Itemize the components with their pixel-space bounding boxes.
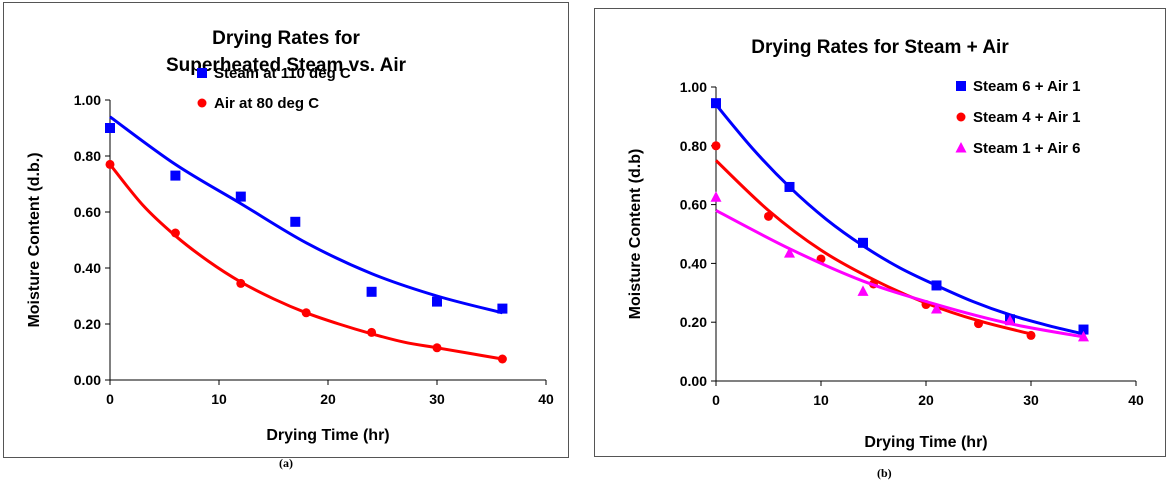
y-tick-label: 0.80 xyxy=(680,138,707,154)
y-axis-label: Moisture Content (d.b) xyxy=(627,149,644,320)
fit-curve-steam-at-110-deg-c xyxy=(109,115,503,315)
data-point-steam-at-110-deg-c xyxy=(170,170,181,181)
data-point-steam-1-air-6 xyxy=(857,285,869,296)
chart-title-line-1: Drying Rates for Steam + Air xyxy=(751,37,1009,58)
x-tick-label: 30 xyxy=(1023,392,1039,408)
x-tick-label: 40 xyxy=(1128,392,1144,408)
x-tick-label: 10 xyxy=(813,392,829,408)
y-tick-label: 1.00 xyxy=(74,92,101,108)
x-tick-label: 10 xyxy=(211,391,227,407)
fit-curve-steam-4-air-1 xyxy=(714,159,1032,336)
chart-panel-a: Drying Rates for Superheated Steam vs. A… xyxy=(3,2,569,458)
y-tick-label: 0.40 xyxy=(74,260,101,276)
legend-entry: Steam 4 + Air 1 xyxy=(973,109,1080,126)
data-point-steam-at-110-deg-c xyxy=(497,303,508,314)
y-tick-label: 0.20 xyxy=(74,316,101,332)
data-point-steam-1-air-6 xyxy=(1004,314,1016,326)
legend-marker xyxy=(956,81,966,91)
x-tick-label: 0 xyxy=(712,392,720,408)
y-tick-label: 0.80 xyxy=(74,148,101,164)
data-point-steam-6-air-1 xyxy=(711,98,721,109)
legend-marker xyxy=(197,98,207,108)
y-tick-label: 0.60 xyxy=(680,197,707,213)
legend-marker xyxy=(197,68,207,78)
data-point-steam-6-air-1 xyxy=(858,237,868,248)
y-tick-label: 0.40 xyxy=(680,255,707,271)
data-point-steam-6-air-1 xyxy=(784,181,795,192)
series-steam-4-air-1 xyxy=(711,141,1036,340)
chart-panel-b: Drying Rates for Steam + Air 0 10 20 30 40 0.… xyxy=(594,8,1166,457)
series-air-at-80-deg-c xyxy=(105,159,507,364)
data-point-steam-4-air-1 xyxy=(1026,330,1036,340)
fit-curve-air-at-80-deg-c xyxy=(108,163,503,361)
x-tick-label: 40 xyxy=(538,391,554,407)
chart-plot-b: 0 10 20 30 40 0.00 0.20 0.40 0.60 0.80 1.00 Drying … xyxy=(627,78,1144,451)
data-point-steam-1-air-6 xyxy=(931,302,942,314)
data-point-steam-1-air-6 xyxy=(1078,330,1089,342)
series-steam-at-110-deg-c xyxy=(105,115,508,315)
figure-caption-a: (a) xyxy=(279,456,293,470)
fit-curve-steam-1-air-6 xyxy=(715,209,1084,339)
data-point-steam-at-110-deg-c xyxy=(105,123,115,133)
data-point-air-at-80-deg-c xyxy=(170,228,180,238)
data-point-air-at-80-deg-c xyxy=(497,354,507,364)
y-tick-label: 0.00 xyxy=(74,372,101,388)
data-point-air-at-80-deg-c xyxy=(432,343,442,353)
data-point-steam-4-air-1 xyxy=(764,211,773,221)
y-tick-label: 0.60 xyxy=(74,204,101,220)
data-point-steam-at-110-deg-c xyxy=(290,216,301,227)
data-point-air-at-80-deg-c xyxy=(236,278,246,288)
data-point-steam-at-110-deg-c xyxy=(235,191,246,202)
x-tick-label: 20 xyxy=(320,391,336,407)
x-axis-label: Drying Time (hr) xyxy=(266,427,389,444)
chart-title: Drying Rates for Steam + Air xyxy=(595,34,1165,61)
legend-entry: Steam 6 + Air 1 xyxy=(973,78,1080,95)
legend-marker xyxy=(955,142,967,153)
data-point-steam-1-air-6 xyxy=(710,191,722,202)
x-axis-label: Drying Time (hr) xyxy=(864,434,987,451)
legend-marker xyxy=(956,112,966,122)
x-tick-label: 20 xyxy=(918,392,934,408)
data-point-steam-6-air-1 xyxy=(1078,324,1089,335)
legend-entry: Steam 1 + Air 6 xyxy=(973,140,1080,157)
chart-title: Drying Rates for Superheated Steam vs. A… xyxy=(4,25,568,79)
x-tick-label: 0 xyxy=(106,391,114,407)
data-point-air-at-80-deg-c xyxy=(301,308,311,318)
x-tick-label: 30 xyxy=(429,391,445,407)
data-point-steam-1-air-6 xyxy=(784,247,795,258)
series-steam-1-air-6 xyxy=(710,191,1089,342)
legend-entry: Steam at 110 deg C xyxy=(214,65,351,82)
data-point-steam-at-110-deg-c xyxy=(366,286,377,297)
data-point-steam-at-110-deg-c xyxy=(432,296,442,307)
figure-caption-b: (b) xyxy=(877,466,892,480)
data-point-air-at-80-deg-c xyxy=(105,159,115,169)
data-point-steam-4-air-1 xyxy=(711,141,721,151)
chart-title-line-1: Drying Rates for xyxy=(212,28,360,49)
legend-entry: Air at 80 deg C xyxy=(214,95,319,112)
y-tick-label: 1.00 xyxy=(680,79,707,95)
y-axis-label: Moisture Content (d.b.) xyxy=(26,152,43,327)
y-tick-label: 0.00 xyxy=(680,373,707,389)
chart-plot-a: 0 10 20 30 40 0.00 0.20 0.40 0.60 0.80 1.00 Drying … xyxy=(26,65,554,444)
data-point-air-at-80-deg-c xyxy=(367,327,377,337)
chart-title-line-2: Superheated Steam vs. Air xyxy=(165,55,407,76)
y-tick-label: 0.20 xyxy=(680,314,707,330)
data-point-steam-6-air-1 xyxy=(931,280,942,291)
data-point-steam-4-air-1 xyxy=(974,319,983,329)
fit-curve-steam-6-air-1 xyxy=(714,103,1084,336)
